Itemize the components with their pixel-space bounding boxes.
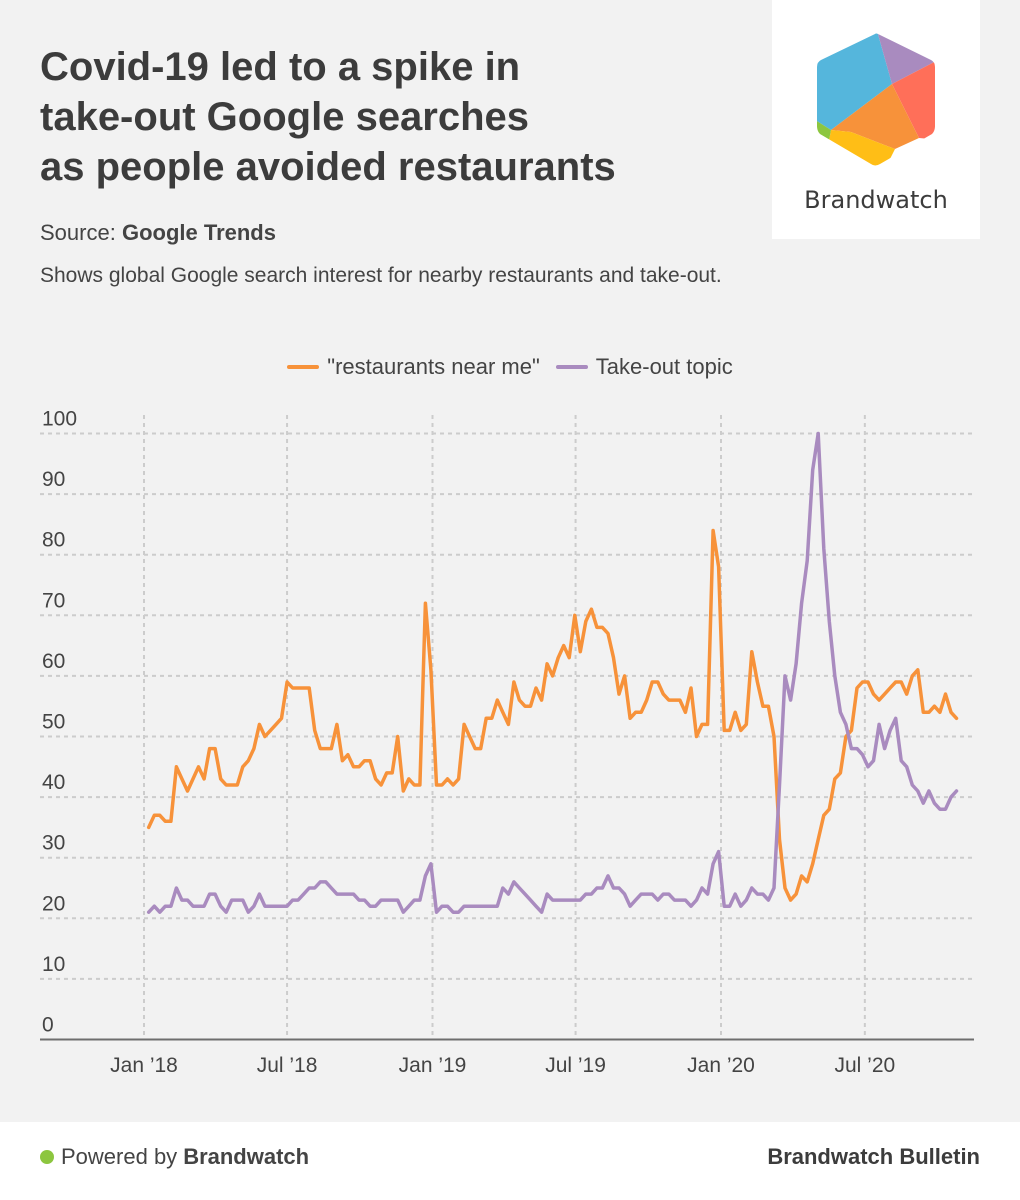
legend-item-takeout[interactable]: Take-out topic (555, 354, 733, 380)
y-tick-label: 80 (42, 529, 65, 552)
title-line: as people avoided restaurants (40, 145, 616, 189)
chart-legend: "restaurants near me" Take-out topic (0, 354, 1020, 380)
brandwatch-hexagon-icon (817, 33, 935, 166)
status-dot-icon (40, 1150, 54, 1164)
x-tick-label: Jul ’20 (835, 1054, 896, 1077)
source-label: Source: (40, 220, 116, 245)
source-line: Source: Google Trends (40, 220, 276, 246)
brandwatch-logo: Brandwatch (772, 0, 980, 239)
y-tick-label: 30 (42, 832, 65, 855)
footer: Powered by Brandwatch Brandwatch Bulleti… (0, 1122, 1020, 1200)
chart-description: Shows global Google search interest for … (40, 264, 722, 287)
x-tick-label: Jan ’18 (110, 1054, 178, 1077)
legend-swatch-orange (287, 365, 320, 369)
legend-swatch-purple (555, 365, 588, 369)
powered-brand[interactable]: Brandwatch (183, 1144, 310, 1169)
legend-label: "restaurants near me" (327, 354, 540, 379)
title-line: Covid-19 led to a spike in (40, 45, 521, 89)
legend-label: Take-out topic (595, 354, 733, 379)
title-line: take-out Google searches (40, 95, 530, 139)
powered-by: Powered by Brandwatch (40, 1144, 309, 1170)
y-tick-label: 90 (42, 468, 65, 491)
legend-item-restaurants[interactable]: "restaurants near me" (287, 354, 540, 380)
x-tick-label: Jul ’18 (257, 1054, 318, 1077)
source-name: Google Trends (121, 220, 276, 245)
x-tick-label: Jul ’19 (545, 1054, 606, 1077)
y-tick-label: 50 (42, 711, 65, 734)
powered-prefix: Powered by (61, 1144, 178, 1169)
y-tick-label: 70 (42, 589, 65, 612)
chart-title: Covid-19 led to a spike in take-out Goog… (40, 42, 740, 192)
x-tick-label: Jan ’20 (687, 1054, 755, 1077)
series-line-restaurants-near-me (146, 528, 959, 902)
y-tick-label: 20 (42, 892, 65, 915)
y-tick-label: 10 (42, 953, 65, 976)
x-tick-label: Jan ’19 (399, 1054, 467, 1077)
logo-facet-red (892, 58, 935, 140)
y-tick-label: 0 (42, 1014, 54, 1037)
y-tick-label: 60 (42, 650, 65, 673)
series-line-take-out-topic (146, 431, 959, 914)
logo-wordmark: Brandwatch (804, 186, 948, 214)
publication-name[interactable]: Brandwatch Bulletin (767, 1144, 980, 1169)
line-chart: 0 10 20 30 40 50 60 70 80 90 100 Jan ’18 Jul ’18 Jan … (40, 408, 974, 1077)
logo-facet-orange (831, 84, 919, 149)
y-tick-label: 100 (42, 408, 77, 431)
y-tick-label: 40 (42, 771, 65, 794)
